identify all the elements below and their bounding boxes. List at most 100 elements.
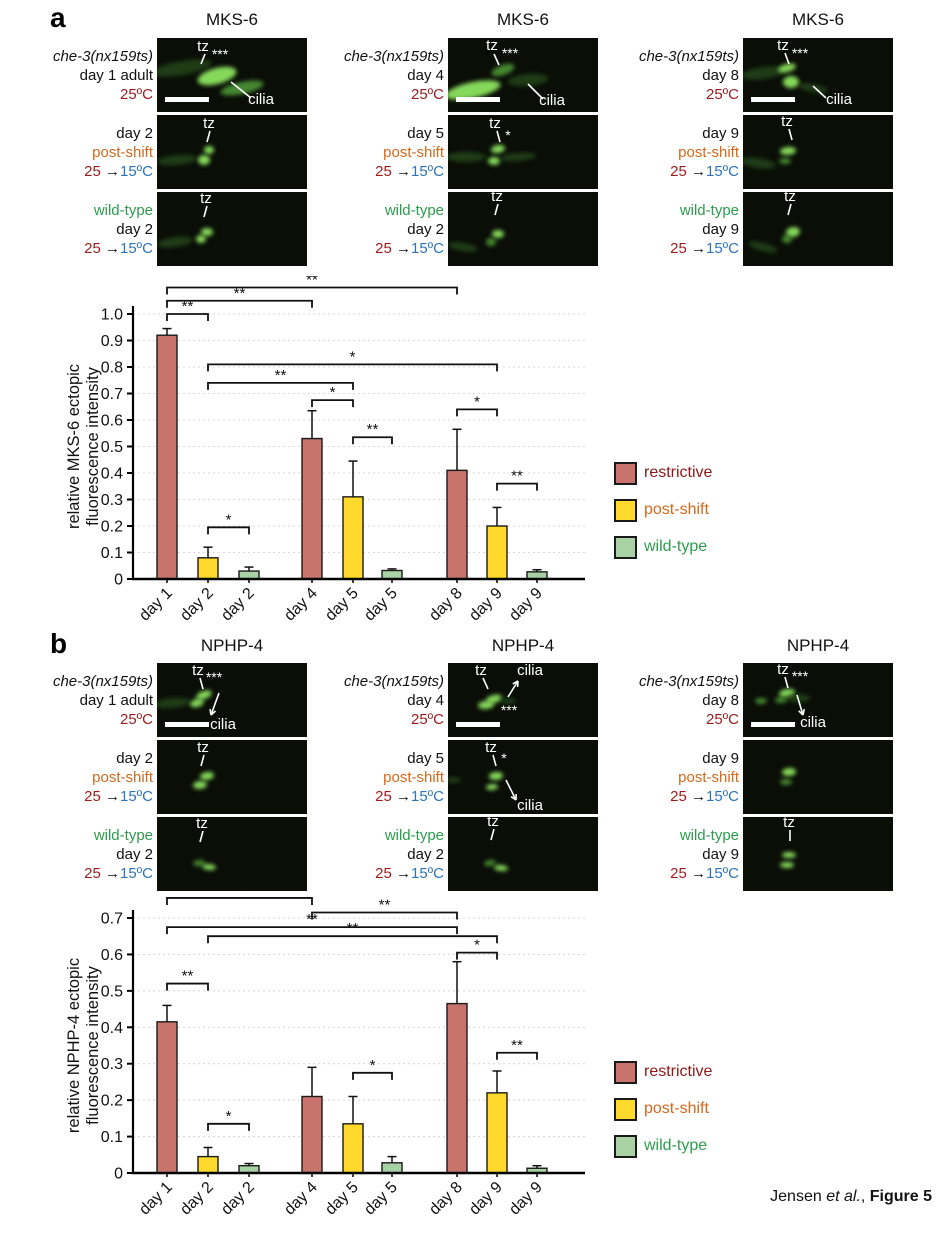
x-tick-label: day 1	[136, 1179, 176, 1219]
specimen-label-text: 25	[375, 240, 396, 257]
panel-b-col2-row2-specimen-label: day 5 post-shift 25 →15ºC	[326, 749, 444, 806]
significance-bracket	[311, 911, 458, 920]
legend-item-restrictive: restrictive	[614, 461, 712, 485]
micrograph-background	[157, 740, 307, 814]
micrograph-background	[157, 817, 307, 891]
panel-b-col2-row3-micrograph: tz	[448, 817, 598, 891]
specimen-label-text: post-shift	[383, 769, 444, 786]
asterisk-annotation: ***	[206, 669, 223, 685]
significance-stars: **	[367, 421, 379, 438]
scale-bar	[751, 722, 795, 727]
legend-label: wild-type	[644, 1137, 708, 1154]
specimen-label-text: day 1 adult	[79, 692, 153, 709]
specimen-label-text: 15ºC	[120, 240, 153, 257]
specimen-label-text: post-shift	[92, 769, 153, 786]
micrograph-background	[448, 817, 598, 891]
bar-day-1-restrictive	[156, 334, 178, 580]
annotation-pointer-line	[203, 205, 208, 218]
specimen-label-line: 25 →15ºC	[35, 787, 153, 806]
legend-label: wild-type	[644, 538, 708, 555]
annotation-label-tz: tz	[491, 192, 503, 205]
x-tick-label: day 1	[136, 585, 176, 625]
figure-citation: Jensen et al., Figure 5	[770, 1188, 932, 1206]
specimen-label-line: 25 →15ºC	[35, 162, 153, 181]
legend-label: post-shift	[644, 1100, 709, 1117]
annotation-label-tz: tz	[487, 817, 499, 830]
micrograph-background	[743, 817, 893, 891]
annotation-label-tz: tz	[784, 192, 796, 205]
fluorescence-blob	[494, 864, 508, 872]
specimen-label-text: →	[396, 865, 411, 882]
fluorescence-blob	[478, 700, 494, 710]
y-tick-label: 0.2	[101, 519, 123, 536]
y-tick-label: 0.9	[101, 333, 123, 350]
panel-a-col3-row1-micrograph: tz *** cilia	[743, 38, 893, 112]
fluorescence-blob	[779, 158, 791, 164]
legend-item-wild-type: wild-type	[614, 1134, 712, 1158]
significance-bracket	[456, 408, 498, 417]
panel-a-col1-row1-micrograph: tz *** cilia	[157, 38, 307, 112]
asterisk-annotation: ***	[502, 45, 519, 61]
specimen-label-text: 25ºC	[120, 711, 153, 728]
fluorescence-blob	[491, 63, 515, 77]
panel-b-col2-protein-title: NPHP-4	[491, 636, 555, 655]
specimen-label-text: 25ºC	[706, 86, 739, 103]
specimen-label-line: wild-type	[621, 826, 739, 845]
specimen-label-line: 25ºC	[35, 710, 153, 729]
y-tick-label: 0	[114, 1166, 123, 1183]
arrowhead	[209, 708, 212, 716]
significance-bracket	[166, 982, 209, 991]
significance-stars: **	[182, 298, 194, 315]
significance-bracket	[207, 363, 498, 372]
specimen-label-text: 25	[670, 163, 691, 180]
legend-item-post-shift: post-shift	[614, 498, 712, 522]
panel-b-label: b	[50, 628, 68, 659]
legend-label: restrictive	[644, 1063, 713, 1080]
citation-author: Jensen	[770, 1188, 827, 1205]
panel-b-col1-row1-micrograph: tz *** cilia	[157, 663, 307, 737]
fluorescence-blob	[448, 152, 486, 162]
annotation-pointer-line	[482, 677, 489, 690]
specimen-label-text: day 9	[702, 846, 739, 863]
specimen-label-line: che-3(nx159ts)	[621, 47, 739, 66]
specimen-label-text: →	[691, 788, 706, 805]
citation-etal: et al.	[826, 1188, 861, 1205]
panel-a-col3-row1-specimen-label: che-3(nx159ts) day 8 25ºC	[621, 47, 739, 104]
panel-b-col2-row3-specimen-label: wild-type day 2 25 →15ºC	[326, 826, 444, 883]
arrowhead	[512, 680, 519, 685]
micrograph-background	[157, 115, 307, 189]
x-tick-label: day 8	[426, 585, 466, 625]
specimen-label-text: che-3(nx159ts)	[343, 673, 444, 690]
annotation-label-tz: tz	[777, 38, 789, 54]
legend-swatch-wild-type	[614, 535, 637, 559]
y-tick-label: 0.7	[101, 386, 123, 403]
specimen-label-text: 25	[375, 865, 396, 882]
specimen-label-text: day 2	[116, 125, 153, 142]
significance-bracket	[166, 897, 313, 905]
legend-item-post-shift: post-shift	[614, 1097, 712, 1121]
specimen-label-text: 25	[84, 163, 105, 180]
bar-day-4-restrictive	[301, 437, 323, 580]
significance-bracket	[207, 935, 498, 944]
specimen-label-text: 15ºC	[411, 788, 444, 805]
panel-b-col1-row1-specimen-label: che-3(nx159ts) day 1 adult 25ºC	[35, 672, 153, 729]
specimen-label-text: wild-type	[679, 202, 739, 219]
specimen-label-text: day 4	[407, 67, 444, 84]
specimen-label-text: day 2	[116, 750, 153, 767]
panel-a-legend: restrictive post-shift wild-type	[614, 461, 712, 573]
significance-stars: *	[226, 1108, 232, 1125]
annotation-label-tz: tz	[196, 817, 208, 832]
micrograph-background	[448, 192, 598, 266]
significance-stars: **	[182, 968, 194, 985]
fluorescence-blob	[157, 154, 197, 166]
fluorescence-blob	[743, 66, 785, 80]
specimen-label-text: →	[105, 163, 120, 180]
specimen-label-line: day 9	[621, 845, 739, 864]
fluorescence-blob	[486, 238, 496, 246]
x-tick-label: day 2	[218, 585, 258, 625]
significance-stars: **	[379, 897, 391, 914]
specimen-label-line: 25 →15ºC	[326, 787, 444, 806]
panel-a-col1-row1-specimen-label: che-3(nx159ts) day 1 adult 25ºC	[35, 47, 153, 104]
annotation-pointer-line	[784, 52, 790, 65]
